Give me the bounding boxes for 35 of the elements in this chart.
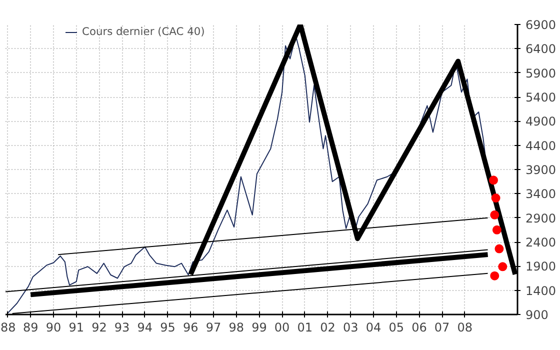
x-tick-label: 94	[137, 320, 153, 334]
y-tick-label: 5400	[526, 90, 556, 104]
y-tick-label: 2400	[526, 236, 556, 250]
y-tick-label: 4400	[526, 138, 556, 153]
x-tick-label: 00	[274, 320, 290, 334]
y-tick-label: 3900	[526, 163, 556, 177]
x-tick-label: 03	[343, 320, 358, 334]
x-tick-label: 88	[0, 320, 16, 334]
x-tick-label: 98	[228, 320, 244, 334]
y-tick-label: 1900	[526, 260, 556, 274]
x-tick-label: 96	[183, 320, 198, 334]
y-tick-label: 900	[526, 308, 548, 322]
x-tick-label: 91	[68, 320, 84, 334]
x-tick-label: 08	[457, 320, 473, 334]
y-tick-label: 5900	[526, 66, 556, 80]
x-tick-label: 93	[114, 320, 130, 334]
x-tick-label: 01	[297, 320, 313, 334]
x-tick-label: 06	[412, 320, 427, 334]
y-tick-label: 2900	[526, 211, 556, 226]
legend-label: Cours dernier (CAC 40)	[82, 25, 205, 38]
x-tick-label: 95	[160, 320, 176, 334]
y-tick-label: 6400	[526, 42, 556, 56]
x-tick-label: 90	[46, 320, 62, 334]
x-tick-label: 99	[252, 320, 267, 334]
y-tick-label: 1400	[526, 284, 556, 298]
y-tick-label: 4900	[526, 114, 556, 129]
x-tick-label: 05	[388, 320, 404, 334]
x-tick-label: 97	[206, 320, 222, 334]
x-tick-label: 89	[23, 320, 38, 334]
x-tick-label: 07	[434, 320, 450, 334]
y-tick-label: 6900	[526, 18, 556, 32]
x-tick-label: 92	[92, 320, 107, 334]
y-tick-label: 3400	[526, 187, 556, 202]
x-tick-label: 02	[320, 320, 336, 334]
x-tick-label: 04	[366, 320, 382, 334]
